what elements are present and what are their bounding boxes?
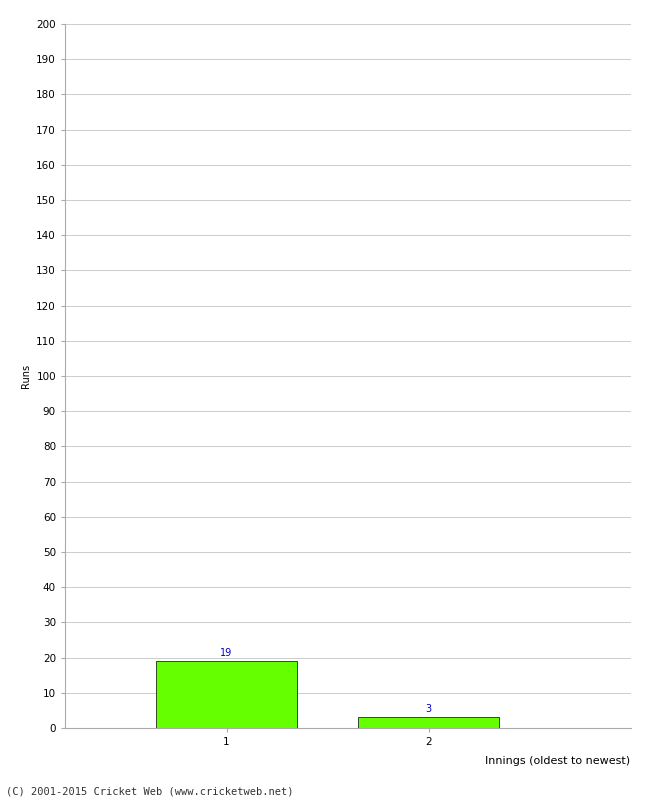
Bar	[156, 661, 297, 728]
Text: (C) 2001-2015 Cricket Web (www.cricketweb.net): (C) 2001-2015 Cricket Web (www.cricketwe…	[6, 786, 294, 796]
Text: 3: 3	[426, 704, 432, 714]
X-axis label: Innings (oldest to newest): Innings (oldest to newest)	[486, 756, 630, 766]
Bar	[358, 718, 499, 728]
Y-axis label: Runs: Runs	[21, 364, 31, 388]
Text: 19: 19	[220, 648, 233, 658]
